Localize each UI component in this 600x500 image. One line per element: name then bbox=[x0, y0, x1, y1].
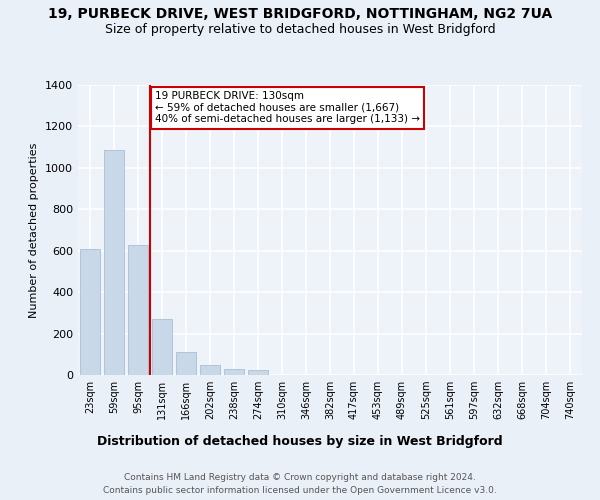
Text: Contains HM Land Registry data © Crown copyright and database right 2024.: Contains HM Land Registry data © Crown c… bbox=[124, 472, 476, 482]
Bar bbox=[224, 369, 244, 375]
Text: Size of property relative to detached houses in West Bridgford: Size of property relative to detached ho… bbox=[104, 22, 496, 36]
Text: Distribution of detached houses by size in West Bridgford: Distribution of detached houses by size … bbox=[97, 435, 503, 448]
Bar bbox=[128, 244, 148, 375]
Text: 19, PURBECK DRIVE, WEST BRIDGFORD, NOTTINGHAM, NG2 7UA: 19, PURBECK DRIVE, WEST BRIDGFORD, NOTTI… bbox=[48, 8, 552, 22]
Bar bbox=[152, 319, 172, 375]
Text: 19 PURBECK DRIVE: 130sqm
← 59% of detached houses are smaller (1,667)
40% of sem: 19 PURBECK DRIVE: 130sqm ← 59% of detach… bbox=[155, 91, 420, 124]
Bar bbox=[80, 248, 100, 375]
Bar bbox=[248, 370, 268, 375]
Bar bbox=[200, 364, 220, 375]
Y-axis label: Number of detached properties: Number of detached properties bbox=[29, 142, 40, 318]
Text: Contains public sector information licensed under the Open Government Licence v3: Contains public sector information licen… bbox=[103, 486, 497, 495]
Bar bbox=[176, 352, 196, 375]
Bar bbox=[104, 150, 124, 375]
